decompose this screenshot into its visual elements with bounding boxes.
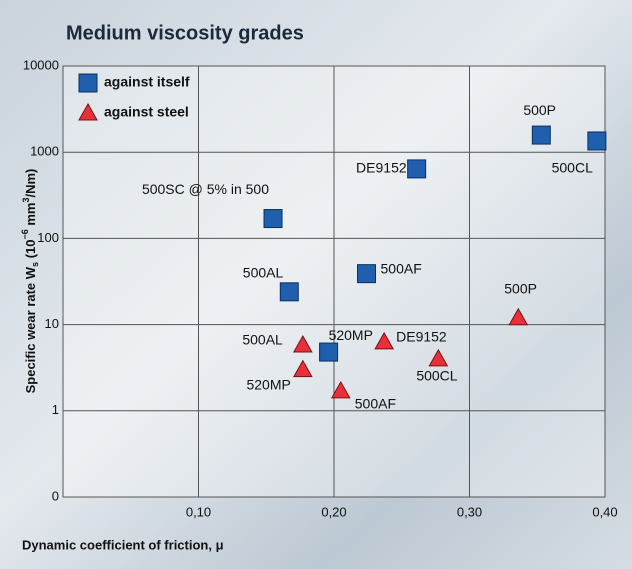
chart-title: Medium viscosity grades [66, 22, 304, 44]
legend-label: against itself [104, 74, 190, 90]
chart: Medium viscosity grades Dynamic coeffici… [0, 0, 632, 569]
marker-square [588, 132, 606, 150]
x-tick-label: 0,10 [186, 504, 211, 519]
marker-square [358, 265, 376, 283]
point-label: 500AF [355, 396, 396, 412]
x-tick-label: 0,40 [592, 504, 617, 519]
y-axis-label-part: Specific wear rate W [23, 266, 38, 393]
point-label: 500AL [243, 265, 284, 281]
legend-label: against steel [104, 104, 189, 120]
y-tick-label: 1000 [30, 144, 59, 159]
marker-square [280, 283, 298, 301]
point-label: 500CL [552, 160, 593, 176]
y-axis-label-part: (10 [23, 240, 38, 262]
y-tick-label: 100 [37, 230, 59, 245]
point-label: 500AF [381, 260, 422, 276]
point-label: 500AL [242, 332, 283, 348]
x-tick-label: 0,20 [321, 504, 346, 519]
y-tick-label: 10 [45, 316, 59, 331]
point-label: 500P [504, 280, 537, 296]
legend-marker [79, 74, 97, 92]
marker-square [264, 210, 282, 228]
point-label: 500SC @ 5% in 500 [142, 181, 269, 197]
x-axis-label: Dynamic coefficient of friction, μ [22, 537, 224, 552]
point-label: DE9152 [356, 160, 407, 176]
marker-square [320, 343, 338, 361]
point-label: 520MP [329, 327, 373, 343]
y-axis-label-part: mm [23, 203, 38, 230]
point-label: 500CL [416, 368, 457, 384]
point-label: DE9152 [396, 329, 447, 345]
marker-square [532, 126, 550, 144]
y-tick-label: 1 [52, 402, 59, 417]
y-axis-label-part: −6 [20, 229, 30, 239]
point-label: 520MP [246, 376, 290, 392]
y-axis-label-part: /Nm) [23, 169, 38, 198]
y-tick-label: 0 [52, 488, 59, 503]
x-tick-label: 0,30 [457, 504, 482, 519]
y-tick-label: 10000 [23, 57, 59, 72]
point-label: 500P [523, 102, 556, 118]
marker-square [408, 160, 426, 178]
